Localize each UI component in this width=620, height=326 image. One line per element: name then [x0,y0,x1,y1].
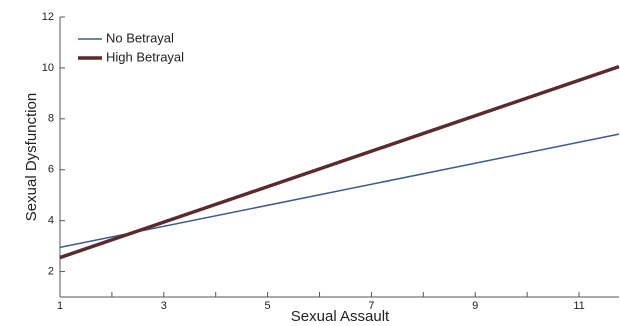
y-tick-label: 2 [48,265,54,277]
y-tick-label: 6 [48,164,54,176]
x-tick-label: 9 [472,300,478,312]
x-tick-label: 11 [573,300,584,312]
y-tick-label: 4 [48,215,54,227]
y-tick-label: 8 [48,113,54,125]
series-line [59,64,620,260]
legend-label: High Betrayal [106,49,184,64]
x-axis-label: Sexual Assault [291,308,390,325]
y-axis-label: Sexual Dysfunction [23,93,40,221]
y-tick-label: 12 [42,11,54,23]
y-tick-label: 10 [42,62,54,74]
x-tick-label: 3 [161,300,167,312]
x-tick-label: 5 [265,300,271,312]
x-tick-label: 1 [57,300,63,312]
x-tick-label: 7 [368,300,374,312]
series-line [59,133,620,249]
legend-label: No Betrayal [106,30,174,45]
